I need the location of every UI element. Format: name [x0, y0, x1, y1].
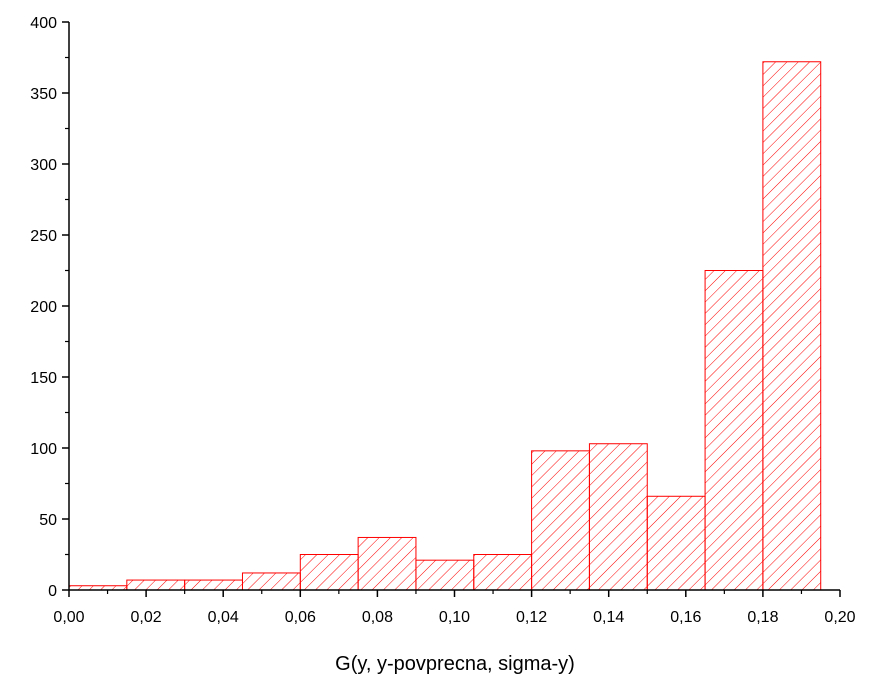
histogram-bar-5	[357, 536, 417, 591]
histogram-bar-3	[241, 572, 301, 591]
x-tick-label: 0,00	[53, 609, 84, 626]
x-tick-label: 0,04	[208, 609, 239, 626]
y-tick-label: 200	[30, 299, 57, 316]
y-tick-label: 300	[30, 157, 57, 174]
y-tick-label: 350	[30, 86, 57, 103]
x-tick-label: 0,08	[362, 609, 393, 626]
bars-layer	[68, 61, 822, 591]
x-tick-label: 0,16	[670, 609, 701, 626]
y-tick-label: 150	[30, 370, 57, 387]
x-axis-title: G(y, y-povprecna, sigma-y)	[335, 653, 575, 675]
histogram-bar-7	[473, 554, 533, 591]
x-tick-label: 0,06	[285, 609, 316, 626]
histogram-bar-10	[646, 495, 706, 591]
y-tick-label: 250	[30, 228, 57, 245]
y-tick-label: 400	[30, 15, 57, 32]
histogram-bar-1	[126, 579, 186, 591]
y-tick-label: 100	[30, 441, 57, 458]
x-tick-label: 0,10	[439, 609, 470, 626]
x-tick-label: 0,14	[593, 609, 624, 626]
x-tick-label: 0,02	[131, 609, 162, 626]
x-tick-label: 0,12	[516, 609, 547, 626]
y-tick-label: 0	[48, 583, 57, 600]
y-tick-label: 50	[39, 512, 57, 529]
x-tick-label: 0,18	[747, 609, 778, 626]
histogram-bar-12	[762, 61, 822, 591]
axes-layer	[62, 21, 841, 597]
x-tick-label: 0,20	[824, 609, 855, 626]
histogram-bar-4	[299, 554, 359, 591]
histogram-bar-11	[704, 270, 764, 591]
labels-layer: 0,00 0,02 0,04 0,06 0,08 0,10 0,12 0,14 0,16 0,18…	[30, 15, 855, 626]
histogram-bar-9	[588, 443, 648, 591]
histogram-bar-2	[184, 579, 243, 591]
histogram-bar-6	[415, 559, 475, 591]
histogram-bar-8	[531, 450, 590, 591]
